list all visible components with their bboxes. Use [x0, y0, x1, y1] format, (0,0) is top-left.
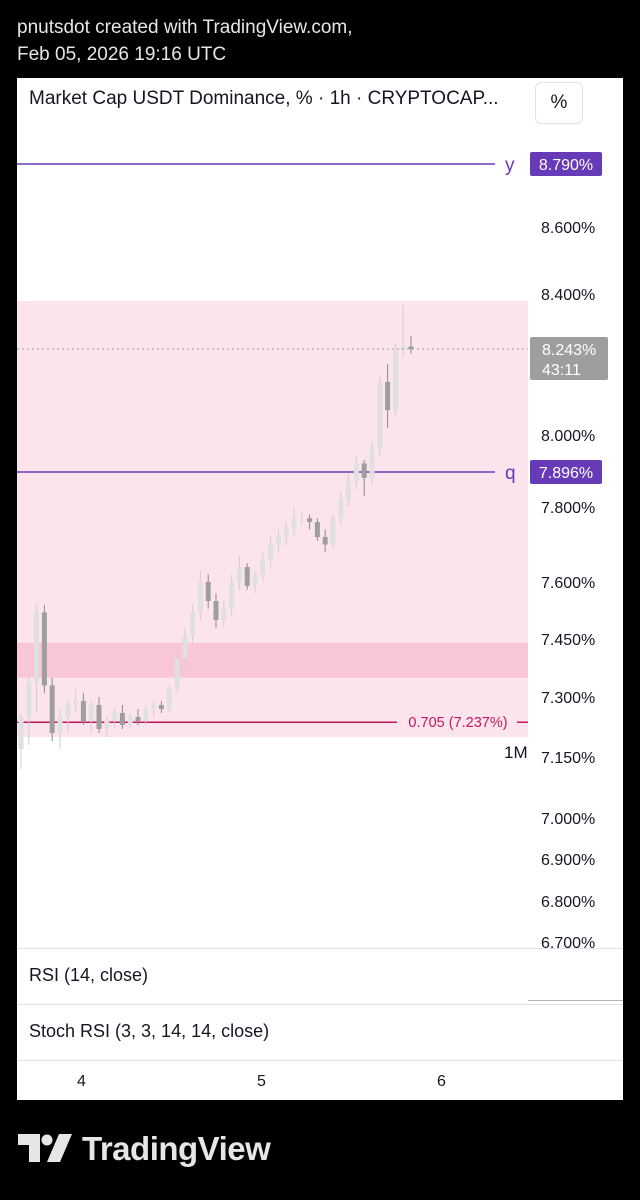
time-label-6: 6	[437, 1073, 446, 1090]
y-tick-label-5: 7.450%	[541, 632, 595, 649]
candle-body-1	[26, 681, 32, 717]
candle-body-30	[252, 574, 258, 586]
candle-body-20	[174, 658, 180, 690]
y-tick-label-6: 7.300%	[541, 690, 595, 707]
candle-body-5	[57, 717, 63, 733]
candle-body-7	[73, 701, 79, 705]
candle-body-40	[330, 518, 336, 545]
candle-body-44	[361, 463, 367, 478]
candle-body-48	[392, 350, 398, 411]
candle-body-34	[283, 529, 289, 537]
chart-title-bar: Market Cap USDT Dominance, % · 1h · CRYP…	[17, 78, 623, 126]
time-label-5: 5	[257, 1073, 266, 1090]
candle-body-6	[65, 705, 71, 717]
candle-body-49	[400, 346, 406, 351]
y-tick-label-9: 6.900%	[541, 852, 595, 869]
candle-body-24	[205, 582, 211, 601]
y-tick-label-4: 7.600%	[541, 575, 595, 592]
current-price-box	[530, 337, 608, 380]
y-tick-label-11: 6.700%	[541, 935, 595, 948]
candle-body-18	[158, 705, 164, 709]
stoch-rsi-pane[interactable]: Stoch RSI (3, 3, 14, 14, close)	[17, 1004, 623, 1061]
candle-body-10	[96, 705, 102, 729]
countdown-label: 43:11	[542, 362, 581, 379]
candle-body-27	[229, 582, 235, 609]
candle-body-21	[182, 635, 188, 659]
hline-q-price-box	[530, 460, 602, 484]
candle-body-41	[338, 499, 344, 519]
candle-body-16	[143, 709, 149, 721]
rsi-label: RSI (14, close)	[29, 965, 149, 985]
rsi-pane[interactable]: RSI (14, close)	[17, 948, 623, 1005]
author-line: pnutsdot created with TradingView.com,	[17, 17, 353, 38]
candle-body-42	[346, 481, 352, 500]
candle-body-29	[244, 567, 250, 586]
y-tick-label-7: 7.150%	[541, 750, 595, 767]
candle-body-11	[104, 721, 110, 729]
stoch-rsi-label: Stoch RSI (3, 3, 14, 14, close)	[29, 1021, 270, 1041]
candle-body-0	[18, 717, 24, 749]
candle-body-8	[80, 701, 86, 721]
tradingview-footer: TradingView	[18, 1130, 271, 1174]
tradingview-logo-icon	[18, 1134, 72, 1162]
chart-card: Market Cap USDT Dominance, % · 1h · CRYP…	[17, 78, 623, 1100]
price-chart[interactable]: y 8.790% q 7.896% 0.705 (7.237%) 8.600% 8.400%…	[17, 78, 623, 948]
candle-body-22	[190, 612, 196, 636]
candle-body-12	[112, 713, 118, 721]
candle-body-35	[291, 518, 297, 530]
candle-body-3	[41, 612, 47, 686]
time-axis[interactable]: 4 5 6	[17, 1060, 623, 1100]
hline-y-price-label: 8.790%	[539, 157, 593, 174]
candle-body-46	[377, 381, 383, 450]
chart-title[interactable]: Market Cap USDT Dominance, % · 1h · CRYP…	[29, 88, 499, 109]
candle-body-23	[197, 582, 203, 613]
y-tick-label-2: 8.000%	[541, 428, 595, 445]
candle-body-26	[221, 608, 227, 620]
unit-toggle-button[interactable]: %	[535, 82, 583, 124]
time-label-4: 4	[77, 1073, 86, 1090]
header: pnutsdot created with TradingView.com, F…	[17, 14, 353, 68]
candle-body-32	[268, 544, 274, 560]
hline-y-price-box	[530, 152, 602, 176]
candle-body-33	[275, 537, 281, 545]
y-tick-label-10: 6.800%	[541, 894, 595, 911]
candle-body-13	[119, 713, 125, 725]
candle-body-2	[34, 612, 40, 682]
candle-body-31	[260, 559, 266, 575]
tradingview-brand: TradingView	[82, 1130, 271, 1167]
interval-badge: 1M	[504, 743, 528, 762]
y-tick-label-3: 7.800%	[541, 500, 595, 517]
candle-body-19	[166, 689, 172, 709]
candle-body-28	[236, 567, 242, 582]
candle-body-17	[151, 705, 157, 709]
candle-body-37	[307, 518, 313, 522]
rsi-scale-line	[528, 1000, 623, 1001]
candle-body-15	[135, 717, 141, 721]
candle-body-50	[408, 346, 414, 349]
hline-q-tag: q	[505, 463, 516, 484]
hline-q-price-label: 7.896%	[539, 465, 593, 482]
zone-1	[17, 642, 528, 678]
y-tick-label-8: 7.000%	[541, 811, 595, 828]
fib-line-label: 0.705 (7.237%)	[408, 715, 507, 731]
candle-body-47	[385, 381, 391, 411]
timestamp-line: Feb 05, 2026 19:16 UTC	[17, 44, 227, 65]
current-price-label: 8.243%	[542, 342, 596, 359]
candle-body-39	[322, 537, 328, 545]
candle-body-9	[88, 705, 94, 721]
hline-y-tag: y	[505, 155, 515, 176]
candle-body-45	[369, 449, 375, 478]
candle-body-36	[299, 518, 305, 520]
candle-body-25	[213, 601, 219, 620]
y-tick-label-0: 8.600%	[541, 220, 595, 237]
candle-body-4	[49, 685, 55, 733]
y-tick-label-1: 8.400%	[541, 287, 595, 304]
candle-body-43	[353, 463, 359, 482]
candle-body-14	[127, 717, 133, 725]
candle-body-38	[314, 522, 320, 537]
